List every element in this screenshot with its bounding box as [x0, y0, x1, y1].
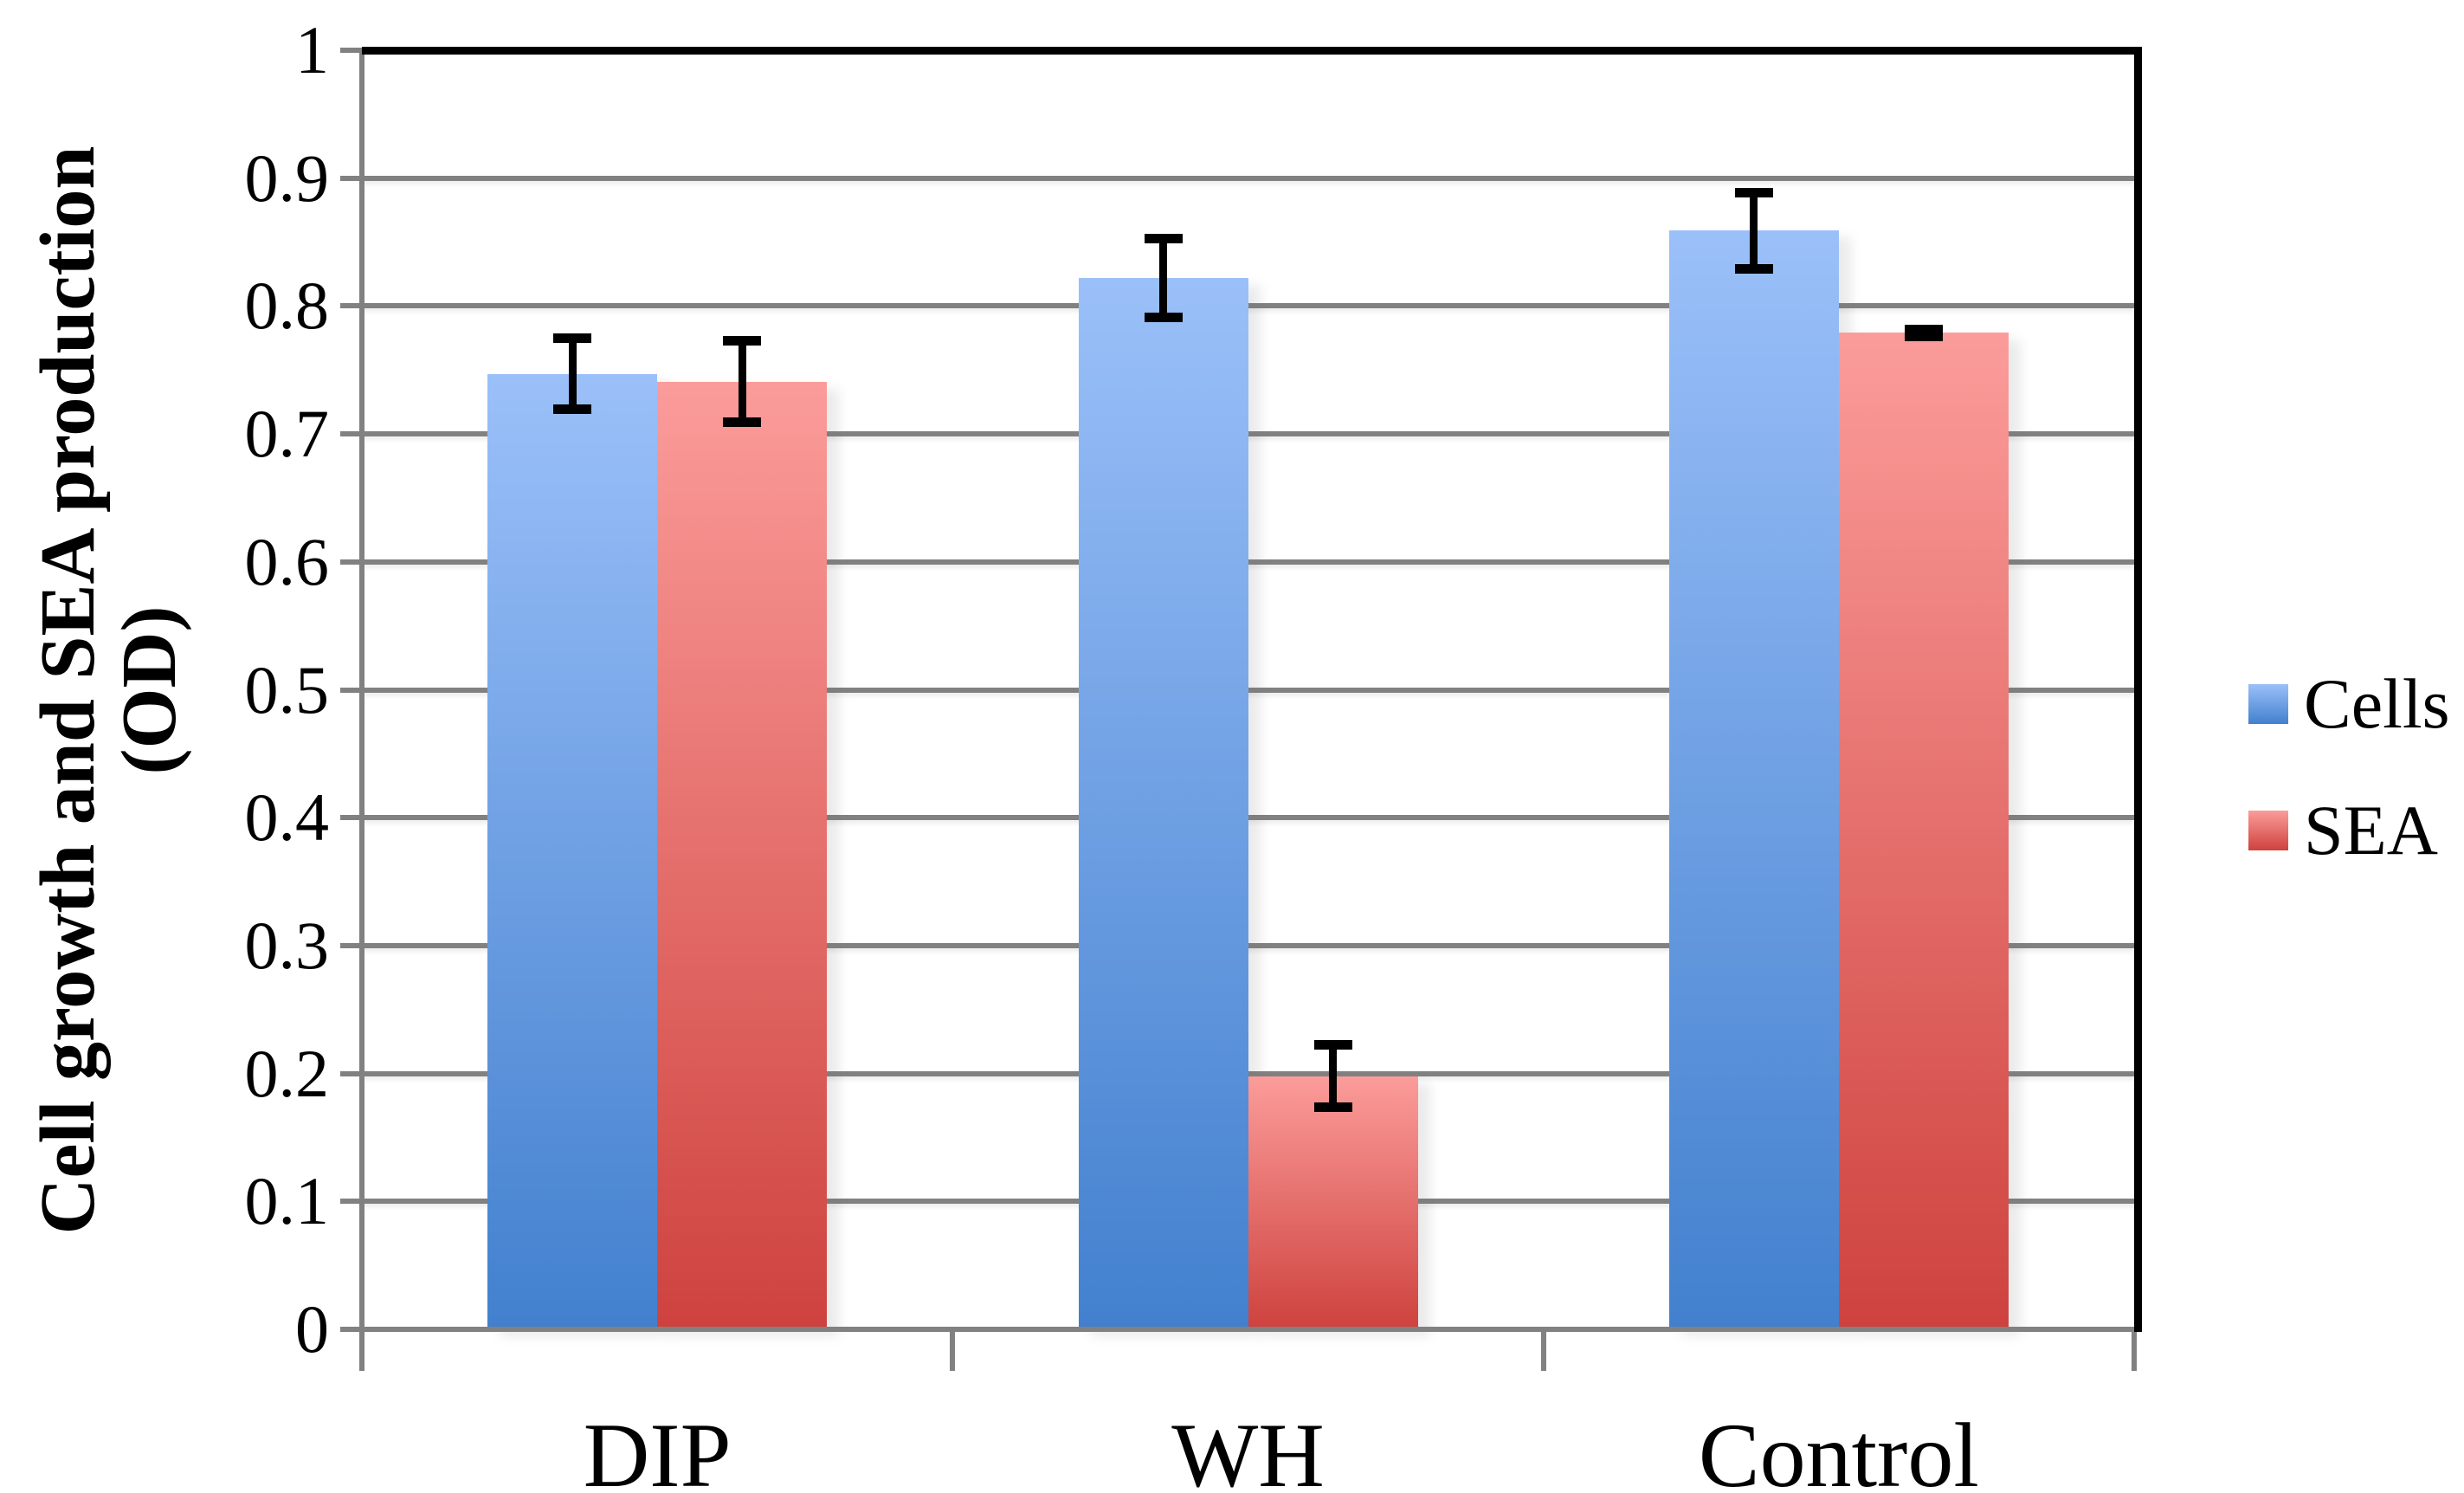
bar-sea-wh: [1248, 1076, 1418, 1329]
y-tick-label: 0.5: [244, 651, 330, 727]
gridline: [362, 815, 2134, 821]
bar-cells-control: [1668, 230, 1839, 1329]
error-bar-cap-bottom: [1734, 263, 1773, 274]
bar-sea-dip: [657, 381, 828, 1329]
error-bar: [1750, 191, 1758, 269]
y-axis-title-line1: Cell growth and SEA production: [25, 145, 111, 1235]
y-tick-label: 0.6: [244, 523, 330, 599]
bar-cells-dip: [487, 373, 658, 1329]
error-bar-cap-top: [1904, 324, 1943, 334]
y-axis-tick: [340, 431, 362, 437]
legend-swatch-cells: [2248, 684, 2288, 724]
gridline: [362, 1070, 2134, 1076]
y-tick-label: 0.4: [244, 779, 330, 856]
error-bar: [1329, 1044, 1337, 1108]
y-axis-tick: [340, 1199, 362, 1205]
error-bar: [568, 338, 577, 410]
y-axis-tick: [340, 815, 362, 821]
legend-item-cells: Cells: [2248, 669, 2450, 740]
y-axis-tick: [340, 48, 362, 53]
legend-item-sea: SEA: [2248, 795, 2438, 866]
y-axis-tick: [340, 942, 362, 948]
y-axis-tick: [340, 1070, 362, 1076]
y-axis-tick: [340, 559, 362, 565]
y-tick-label: 0.9: [244, 139, 330, 216]
y-axis-tick: [340, 303, 362, 309]
x-category-label: WH: [1171, 1405, 1325, 1493]
error-bar-cap-top: [1313, 1039, 1352, 1050]
gridline: [362, 687, 2134, 693]
y-tick-label: 0.3: [244, 907, 330, 983]
bar-sea-control: [1838, 333, 2009, 1329]
y-tick-label: 0.2: [244, 1035, 330, 1111]
error-bar-cap-bottom: [723, 417, 762, 427]
gridline: [362, 431, 2134, 437]
x-category-label: DIP: [583, 1405, 732, 1493]
y-axis-tick: [340, 175, 362, 181]
x-axis-line: [340, 1327, 2134, 1332]
error-bar-cap-bottom: [1144, 312, 1183, 322]
x-axis-tick: [1540, 1329, 1546, 1371]
y-tick-label: 0.1: [244, 1163, 330, 1239]
error-bar-cap-top: [1144, 234, 1183, 244]
y-tick-label: 0.7: [244, 396, 330, 472]
legend-label-cells: Cells: [2304, 664, 2450, 743]
error-bar-cap-bottom: [553, 404, 592, 415]
error-bar-cap-bottom: [1904, 331, 1943, 341]
gridline: [362, 942, 2134, 948]
error-bar-cap-top: [723, 336, 762, 346]
x-axis-tick: [2132, 1329, 2137, 1371]
y-tick-label: 1: [295, 12, 329, 87]
error-bar: [738, 340, 746, 423]
error-bar-cap-top: [553, 333, 592, 344]
y-axis-line: [359, 50, 364, 1371]
plot-border-top: [362, 47, 2141, 55]
y-tick-label: 0: [295, 1291, 329, 1367]
legend-swatch-sea: [2248, 811, 2288, 850]
legend-label-sea: SEA: [2304, 791, 2438, 869]
bar-cells-wh: [1078, 277, 1248, 1329]
x-axis-tick: [950, 1329, 956, 1371]
error-bar: [1159, 238, 1167, 318]
gridline: [362, 175, 2134, 181]
plot-border-right: [2134, 47, 2142, 1332]
x-category-label: Control: [1698, 1405, 1979, 1493]
error-bar-cap-top: [1734, 187, 1773, 197]
y-tick-label: 0.8: [244, 268, 330, 344]
gridline: [362, 303, 2134, 309]
y-axis-tick: [340, 687, 362, 693]
error-bar-cap-bottom: [1313, 1102, 1352, 1113]
gridline: [362, 559, 2134, 565]
